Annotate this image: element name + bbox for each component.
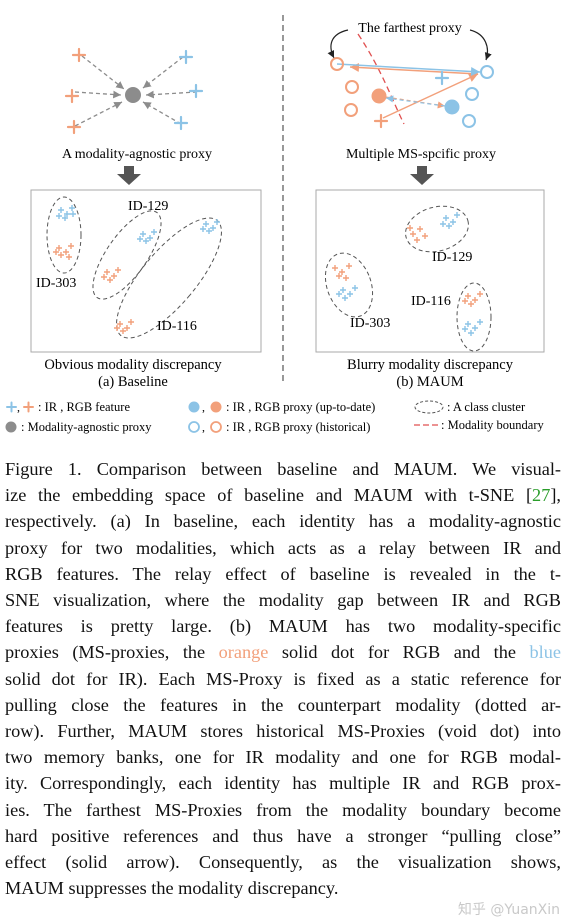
baseline-cluster-label-303: ID-303: [36, 276, 76, 291]
baseline-cluster-label-129: ID-129: [128, 199, 168, 214]
caption-line: pulling close the features in the counte…: [5, 694, 561, 715]
legend-agnostic: : Modality-agnostic proxy: [21, 420, 152, 434]
caption-line: solid dot for IR). Each MS-Proxy is fixe…: [5, 668, 561, 689]
caption-line: RGB features. The relay effect of baseli…: [5, 563, 561, 584]
legend: , : IR , RGB feature : Modality-agnostic…: [5, 400, 545, 434]
maum-cluster-label-303: ID-303: [350, 316, 390, 331]
svg-text:,: ,: [17, 400, 20, 414]
ms-proxy-label: Multiple MS-spcific proxy: [346, 147, 496, 162]
svg-text:,: ,: [202, 420, 205, 434]
maum-clusters: [332, 212, 483, 336]
maum-tsne-box: [315, 189, 545, 353]
caption-line: ize the embedding space of baseline and …: [5, 485, 561, 506]
caption-line: proxies (MS-proxies, the orange solid do…: [5, 642, 561, 663]
orange-word: orange: [218, 642, 269, 663]
down-arrow-left: [117, 166, 141, 185]
blue-word: blue: [529, 642, 561, 663]
caption-line: ies. The farthest MS-Proxies from the mo…: [5, 799, 561, 820]
legend-boundary: : Modality boundary: [441, 418, 545, 432]
legend-ms-historical: : IR , RGB proxy (historical): [226, 420, 370, 434]
down-arrow-right: [410, 166, 434, 185]
caption-line: two memory banks, one for IR modality an…: [5, 747, 561, 768]
maum-caption-sub: (b) MAUM: [396, 374, 463, 390]
figure-caption: Figure 1. Comparison between baseline an…: [5, 456, 561, 901]
legend-feature: : IR , RGB feature: [38, 400, 130, 414]
caption-line: MAUM suppresses the modality discrepancy…: [5, 878, 339, 899]
caption-line: proxy for two modalities, which acts as …: [5, 537, 561, 558]
caption-line: ity. Correspondingly, each identity has …: [5, 773, 561, 794]
legend-class-cluster: : A class cluster: [447, 400, 526, 414]
ms-proxy-diagram: [330, 33, 494, 129]
svg-text:,: ,: [202, 400, 205, 414]
maum-caption-top: Blurry modality discrepancy: [347, 357, 514, 373]
maum-cluster-label-129: ID-129: [432, 250, 472, 265]
agnostic-proxy-dot: [125, 87, 141, 103]
caption-line: Figure 1. Comparison between baseline an…: [5, 459, 561, 479]
caption-line: SNE visualization, where the modality ga…: [5, 590, 561, 611]
baseline-caption-sub: (a) Baseline: [98, 374, 168, 390]
citation-link[interactable]: 27: [532, 485, 551, 506]
agnostic-proxy-diagram: [64, 47, 204, 135]
agnostic-proxy-label: A modality-agnostic proxy: [62, 147, 212, 162]
baseline-cluster-label-116: ID-116: [157, 319, 197, 334]
farthest-proxy-label: The farthest proxy: [358, 21, 461, 36]
figure: A modality-agnostic proxy The farthest p…: [5, 15, 545, 434]
caption-line: features is pretty large. (b) MAUM has t…: [5, 616, 561, 637]
baseline-caption-top: Obvious modality discrepancy: [44, 357, 222, 373]
caption-line: effect (solid arrow). Consequently, as t…: [5, 852, 561, 873]
caption-line: respectively. (a) In baseline, each iden…: [5, 511, 561, 532]
maum-cluster-label-116: ID-116: [411, 294, 451, 309]
watermark: 知乎 @YuanXin: [457, 902, 560, 918]
caption-line: hard positive references and thus have a…: [5, 825, 561, 846]
baseline-clusters: [53, 205, 220, 334]
legend-ms-uptodate: : IR , RGB proxy (up-to-date): [226, 400, 375, 414]
caption-line: row). Further, MAUM stores historical MS…: [5, 721, 561, 742]
baseline-tsne-box: [30, 189, 262, 353]
